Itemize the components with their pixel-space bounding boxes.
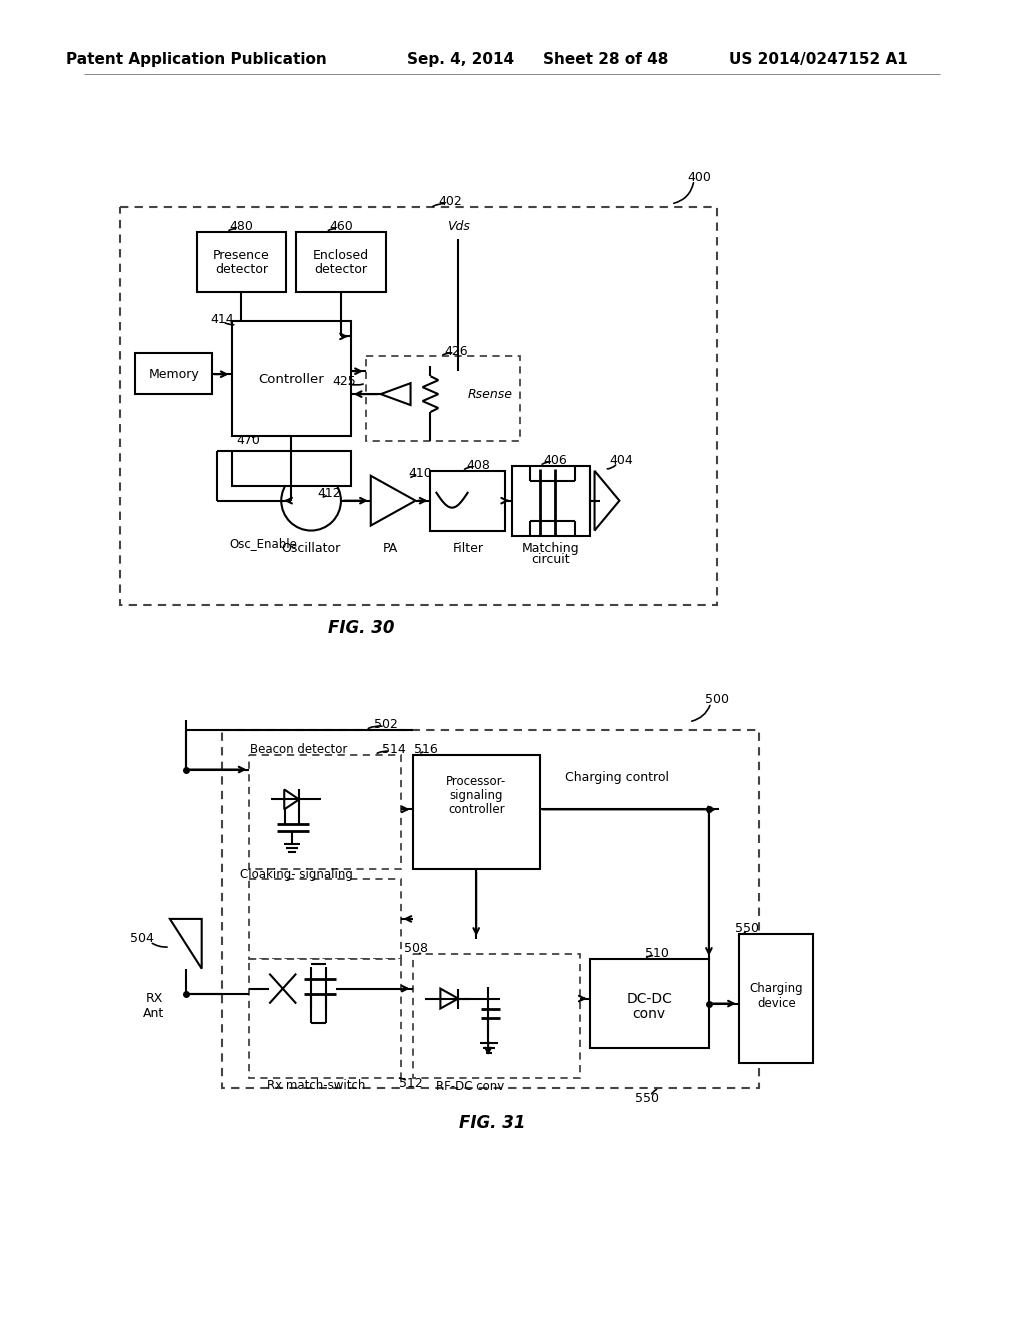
Bar [296, 232, 386, 292]
Text: Osc_Enable: Osc_Enable [229, 537, 297, 550]
Text: detector: detector [215, 263, 268, 276]
Text: detector: detector [314, 263, 368, 276]
Text: Oscillator: Oscillator [282, 543, 341, 554]
Bar [197, 232, 287, 292]
Text: Patent Application Publication: Patent Application Publication [67, 51, 327, 67]
Bar [413, 954, 580, 1078]
Text: Cloaking- signaling: Cloaking- signaling [240, 867, 352, 880]
Bar [231, 451, 351, 486]
Text: 414: 414 [211, 313, 234, 326]
Bar [250, 755, 400, 869]
Text: 402: 402 [438, 195, 462, 209]
Text: Sheet 28 of 48: Sheet 28 of 48 [543, 51, 669, 67]
Text: Charging control: Charging control [565, 771, 670, 784]
Text: 514: 514 [382, 743, 406, 756]
Text: 480: 480 [229, 220, 253, 234]
Bar [250, 958, 400, 1078]
Text: 400: 400 [687, 170, 711, 183]
Bar [590, 958, 709, 1048]
Text: Sep. 4, 2014: Sep. 4, 2014 [407, 51, 514, 67]
Text: Controller: Controller [258, 372, 324, 385]
Text: 508: 508 [403, 942, 428, 956]
Text: 550: 550 [734, 923, 759, 936]
Text: Memory: Memory [148, 368, 200, 380]
Text: 425: 425 [332, 375, 355, 388]
Text: Presence: Presence [213, 249, 270, 263]
Text: 412: 412 [317, 487, 341, 500]
Text: DC-DC: DC-DC [627, 991, 672, 1006]
Bar [738, 933, 813, 1064]
Bar [430, 471, 505, 531]
Text: Vds: Vds [446, 220, 470, 234]
Text: 510: 510 [645, 948, 669, 960]
Text: 502: 502 [374, 718, 397, 731]
Text: conv: conv [633, 1007, 666, 1020]
Bar [135, 354, 212, 395]
Text: Matching: Matching [522, 543, 580, 554]
Text: PA: PA [383, 543, 398, 554]
Text: US 2014/0247152 A1: US 2014/0247152 A1 [729, 51, 907, 67]
Text: Processor-: Processor- [446, 775, 506, 788]
Text: 512: 512 [398, 1077, 423, 1090]
Text: 460: 460 [329, 220, 353, 234]
Text: 504: 504 [130, 932, 154, 945]
Text: Beacon detector: Beacon detector [251, 743, 348, 756]
Bar [512, 466, 590, 536]
Text: Filter: Filter [453, 543, 483, 554]
Bar [250, 879, 400, 958]
Text: Rsense: Rsense [468, 388, 513, 401]
Bar [413, 755, 540, 869]
Text: circuit: circuit [531, 553, 570, 566]
Bar [221, 730, 759, 1088]
Text: 500: 500 [705, 693, 729, 706]
Text: device: device [757, 997, 796, 1010]
Text: RF-DC conv: RF-DC conv [436, 1080, 505, 1093]
Bar [366, 356, 520, 441]
Text: Charging: Charging [750, 982, 804, 995]
Text: 410: 410 [409, 467, 432, 480]
Text: FIG. 30: FIG. 30 [328, 619, 394, 638]
Text: 516: 516 [414, 743, 437, 756]
Text: 406: 406 [543, 454, 566, 467]
Bar [231, 322, 351, 436]
Text: RX: RX [145, 993, 163, 1005]
Text: 550: 550 [635, 1092, 659, 1105]
Text: FIG. 31: FIG. 31 [459, 1114, 525, 1133]
Text: 470: 470 [237, 434, 260, 447]
Text: 408: 408 [466, 459, 490, 473]
Text: Rx match-switch: Rx match-switch [267, 1078, 366, 1092]
Text: 426: 426 [444, 345, 468, 358]
Text: 404: 404 [609, 454, 633, 467]
Text: controller: controller [447, 803, 505, 816]
Bar [120, 207, 717, 606]
Text: Ant: Ant [143, 1007, 165, 1020]
Text: Enclosed: Enclosed [313, 249, 369, 263]
Text: signaling: signaling [450, 789, 503, 803]
